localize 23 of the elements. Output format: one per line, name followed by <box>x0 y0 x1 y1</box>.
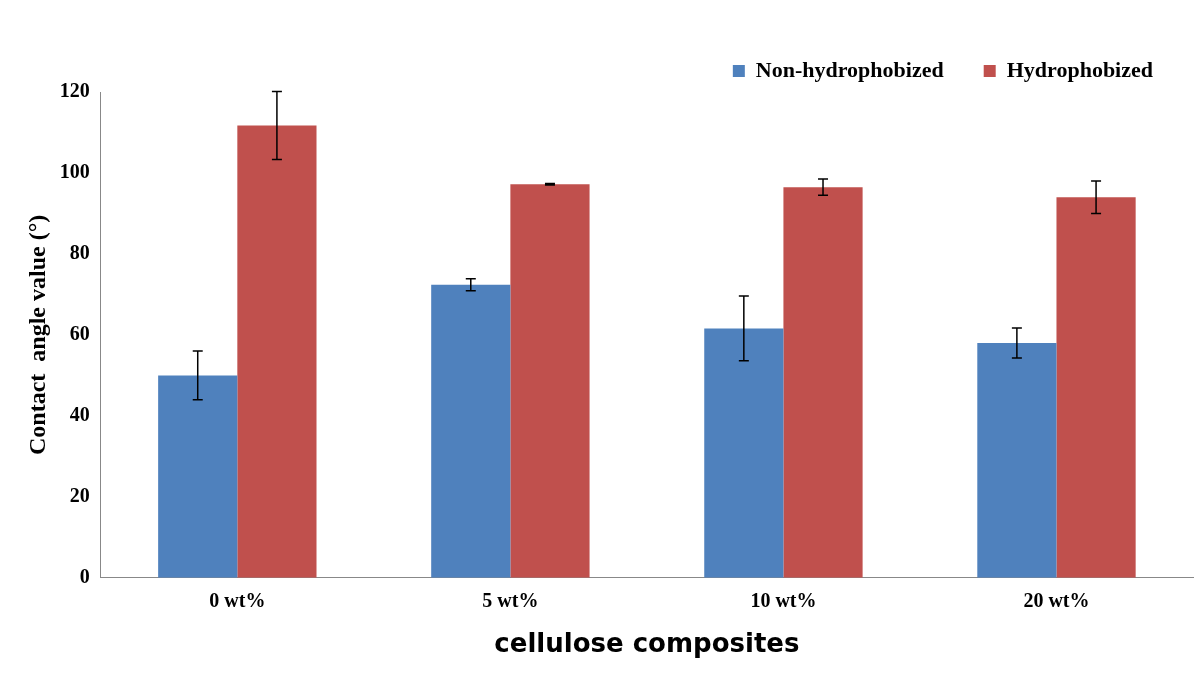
x-axis-title: cellulose composites <box>494 628 800 659</box>
bar <box>510 184 590 578</box>
bar <box>237 125 317 578</box>
bar <box>431 284 511 578</box>
bar <box>158 375 238 578</box>
y-tick-label: 120 <box>59 79 90 102</box>
legend-label: Hydrophobized <box>1006 56 1154 82</box>
y-tick-label: 100 <box>59 160 90 183</box>
y-tick-label: 20 <box>69 484 90 507</box>
bar <box>783 187 863 578</box>
x-tick-label: 5 wt% <box>482 588 539 611</box>
y-axis-title: Contact angle value (°) <box>23 214 50 456</box>
x-tick-label: 0 wt% <box>209 588 266 611</box>
bar <box>704 328 784 578</box>
y-tick-label: 0 <box>79 564 90 587</box>
bar <box>977 343 1057 578</box>
y-tick-label: 80 <box>69 241 90 264</box>
x-tick-label: 10 wt% <box>750 588 817 611</box>
y-tick-label: 40 <box>69 403 90 426</box>
bar <box>1056 197 1136 578</box>
x-tick-label: 20 wt% <box>1023 588 1090 611</box>
y-tick-label: 60 <box>69 322 90 345</box>
legend-label: Non-hydrophobized <box>755 56 944 82</box>
